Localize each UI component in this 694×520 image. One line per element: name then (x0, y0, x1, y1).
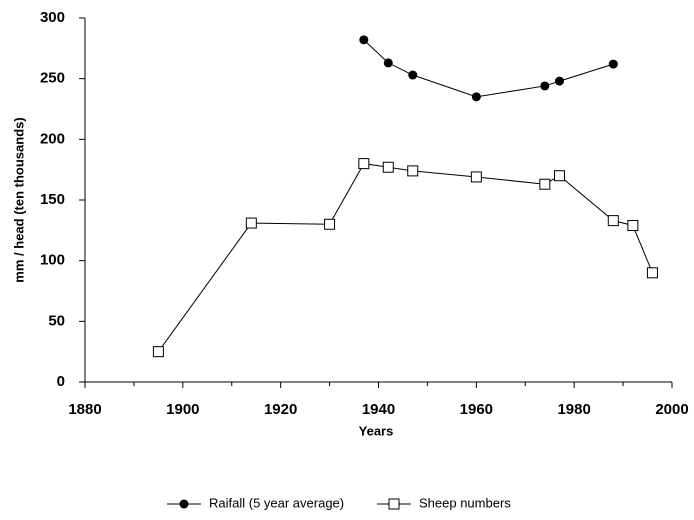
data-point (359, 35, 369, 45)
data-point (382, 161, 394, 173)
x-axis-title: Years (359, 423, 394, 438)
series-line (157, 163, 653, 352)
data-point (554, 76, 564, 86)
data-point (245, 217, 257, 229)
x-tick-label: 1940 (362, 401, 395, 418)
legend-marker (388, 498, 400, 510)
y-tick-label: 0 (57, 373, 65, 390)
y-tick-label: 100 (40, 252, 65, 269)
data-point (540, 81, 550, 91)
data-point (358, 158, 370, 170)
x-tick-label: 1920 (264, 401, 297, 418)
y-tick-label: 50 (48, 312, 65, 329)
data-point (383, 58, 393, 68)
legend-marker (179, 499, 189, 509)
data-point (539, 178, 551, 190)
data-point (553, 170, 565, 182)
data-point (407, 165, 419, 177)
data-point (470, 171, 482, 183)
y-tick-label: 150 (40, 191, 65, 208)
legend-label: Sheep numbers (419, 495, 511, 510)
legend-label: Raifall (5 year average) (209, 495, 344, 510)
y-tick-label: 250 (40, 70, 65, 87)
data-point (471, 92, 481, 102)
x-tick-label: 1960 (460, 401, 493, 418)
data-point (408, 70, 418, 80)
data-point (627, 219, 639, 231)
x-tick-label: 1900 (166, 401, 199, 418)
data-point (324, 218, 336, 230)
x-tick-label: 1880 (68, 401, 101, 418)
x-tick-label: 1980 (557, 401, 590, 418)
y-axis-title: mm / head (ten thousands) (11, 117, 26, 282)
data-point (607, 215, 619, 227)
data-point (646, 267, 658, 279)
data-point (608, 59, 618, 69)
x-tick-label: 2000 (655, 401, 688, 418)
series-line (363, 39, 614, 98)
y-tick-label: 300 (40, 9, 65, 26)
y-tick-label: 200 (40, 130, 65, 147)
data-point (152, 346, 164, 358)
